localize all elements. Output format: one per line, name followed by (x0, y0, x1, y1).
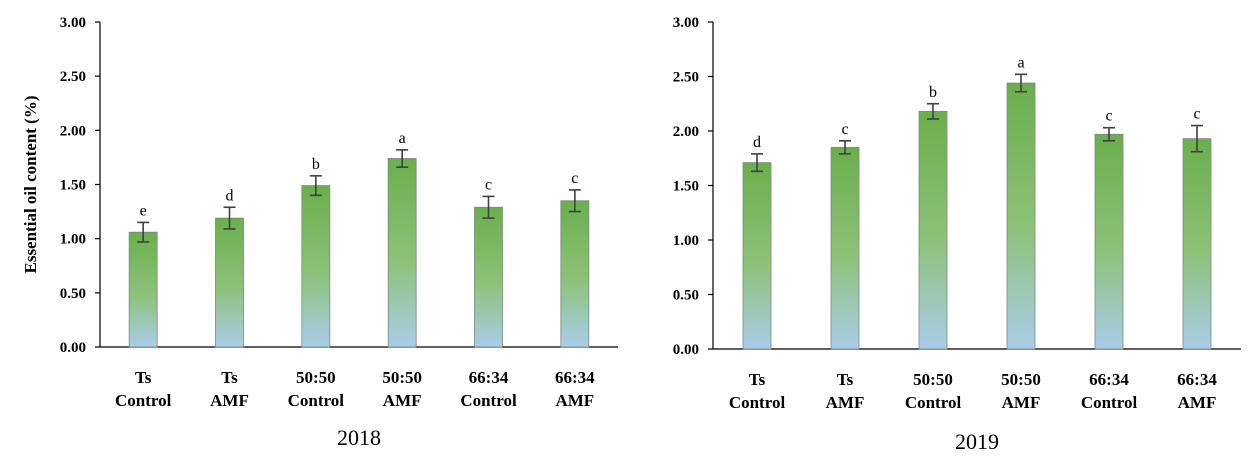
x-tick-label: AMF (826, 393, 865, 412)
x-tick-label: AMF (383, 391, 422, 410)
x-tick-label: AMF (555, 391, 594, 410)
x-tick-label: AMF (1002, 393, 1041, 412)
significance-label: c (1105, 108, 1112, 125)
bar (742, 162, 772, 350)
significance-label: c (571, 170, 578, 187)
x-tick-label: 66:34 (555, 368, 595, 387)
significance-label: c (1193, 106, 1200, 123)
y-axis-title: Essential oil content (%) (21, 95, 40, 273)
x-tick-label: AMF (1178, 393, 1217, 412)
bar (1094, 133, 1124, 350)
y-tick-label: 1.00 (673, 233, 699, 249)
x-tick-label: Control (905, 393, 962, 412)
x-tick-label: Control (115, 391, 172, 410)
x-tick-label: 66:34 (1089, 370, 1129, 389)
x-tick-label: 66:34 (1177, 370, 1217, 389)
significance-label: d (753, 134, 761, 151)
bar (918, 110, 948, 350)
y-tick-label: 1.50 (673, 179, 699, 195)
y-tick-label: 0.00 (60, 340, 86, 356)
significance-label: e (140, 202, 147, 219)
y-tick-label: 2.00 (60, 123, 86, 139)
y-tick-label: 0.50 (673, 288, 699, 304)
bar (474, 206, 503, 348)
significance-label: a (399, 130, 406, 147)
x-tick-label: Ts (837, 370, 854, 389)
y-tick-label: 1.50 (60, 178, 86, 194)
significance-label: d (226, 187, 234, 204)
significance-label: c (485, 176, 492, 193)
x-tick-label: Control (1081, 393, 1138, 412)
x-tick-label: Control (729, 393, 786, 412)
x-tick-label: 66:34 (469, 368, 509, 387)
y-tick-label: 2.00 (673, 124, 699, 140)
x-tick-label: 50:50 (913, 370, 953, 389)
bar (1182, 138, 1212, 350)
x-tick-label: 50:50 (296, 368, 336, 387)
y-tick-label: 0.00 (673, 342, 699, 358)
bar (560, 200, 590, 348)
x-tick-label: AMF (210, 391, 249, 410)
panel-title: 2019 (955, 429, 999, 454)
x-tick-label: Ts (221, 368, 238, 387)
significance-label: c (841, 121, 848, 138)
significance-label: b (929, 84, 937, 101)
chart-panel-2018: 0.00 0.50 1.00 1.50 2.00 2.50 3.00 Essential oi… (21, 15, 618, 450)
significance-label: b (312, 156, 320, 173)
chart-panel-2019: 0.00 0.50 1.00 1.50 2.00 2.50 3.00 d Ts Control c T… (673, 15, 1241, 454)
y-tick-label: 3.00 (60, 15, 86, 31)
bar (301, 185, 331, 348)
y-tick-label: 3.00 (673, 15, 699, 31)
x-tick-label: Ts (749, 370, 766, 389)
panel-title: 2018 (337, 425, 381, 450)
significance-label: a (1017, 54, 1024, 71)
x-tick-label: Control (288, 391, 345, 410)
y-tick-label: 1.00 (60, 232, 86, 248)
bar (128, 231, 158, 348)
bar (1006, 82, 1036, 350)
y-tick-label: 2.50 (60, 69, 86, 85)
bar (215, 217, 244, 348)
x-tick-label: Ts (135, 368, 152, 387)
x-tick-label: Control (460, 391, 517, 410)
x-tick-label: 50:50 (1001, 370, 1041, 389)
bar (830, 146, 860, 350)
y-tick-label: 2.50 (673, 70, 699, 86)
bar (387, 158, 417, 348)
y-tick-label: 0.50 (60, 286, 86, 302)
x-tick-label: 50:50 (382, 368, 422, 387)
